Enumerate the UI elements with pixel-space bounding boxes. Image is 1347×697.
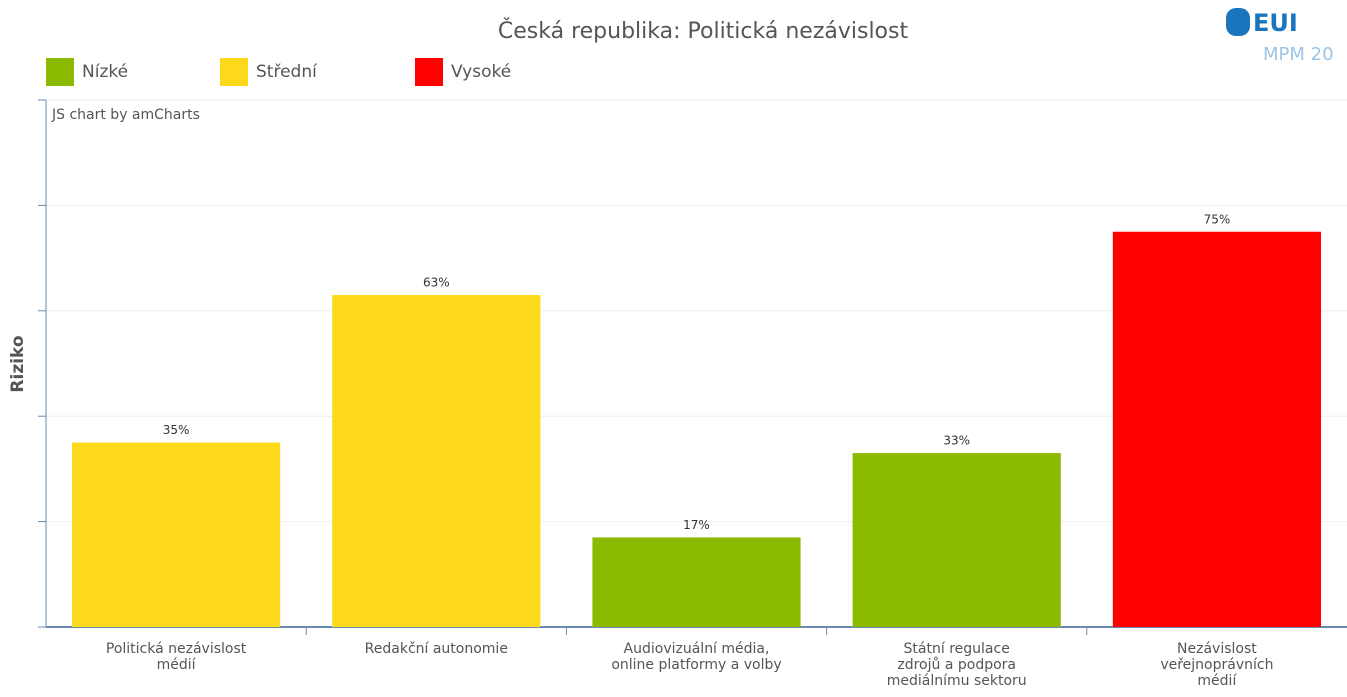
bar: [1112, 231, 1321, 627]
legend-label: Nízké: [82, 62, 128, 82]
value-label: 35%: [163, 423, 190, 437]
x-tick-label: Politická nezávislost médií: [105, 641, 247, 673]
x-tick-label: Audiovizuální média, online platformy a …: [611, 641, 782, 673]
bar: [72, 442, 281, 627]
x-tick-label: Nezávislost veřejnoprávních médií: [1160, 641, 1274, 689]
value-label: 17%: [683, 518, 710, 532]
value-label: 75%: [1204, 212, 1231, 226]
bar: [592, 537, 801, 627]
legend-swatch: [46, 58, 74, 86]
logo-mark: EUI: [1253, 9, 1298, 37]
x-tick-label: Redakční autonomie: [364, 641, 508, 657]
credit: JS chart by amCharts: [51, 107, 200, 123]
bar: [852, 453, 1061, 627]
legend-label: Vysoké: [451, 62, 511, 82]
x-tick-label: Státní regulace zdrojů a podpora mediáln…: [886, 641, 1027, 689]
bar: [332, 294, 541, 627]
legend-swatch: [415, 58, 443, 86]
value-label: 63%: [423, 275, 450, 289]
legend-swatch: [220, 58, 248, 86]
value-label: 33%: [943, 434, 970, 448]
legend-label: Střední: [256, 62, 318, 82]
y-axis-label: Riziko: [8, 335, 28, 392]
logo-icon: [1226, 8, 1250, 36]
chart-title: Česká republika: Politická nezávislost: [498, 18, 909, 44]
logo-caption: MPM 20: [1263, 44, 1334, 65]
